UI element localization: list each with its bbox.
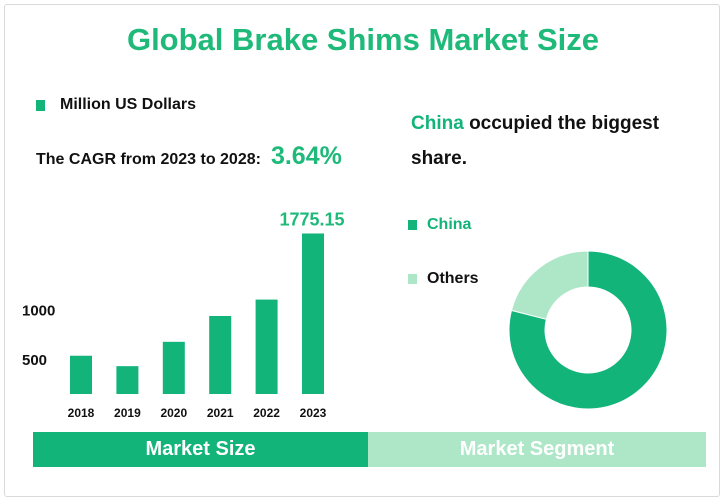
cagr-line: The CAGR from 2023 to 2028: 3.64% xyxy=(36,142,342,171)
legend-swatch xyxy=(36,99,45,111)
bar-2023 xyxy=(302,233,324,394)
unit-legend-label: Million US Dollars xyxy=(60,96,197,113)
cagr-value: 3.64% xyxy=(270,142,342,170)
x-tick-2022: 2022 xyxy=(253,406,280,420)
pie-legend-china: China xyxy=(408,216,471,234)
bar-2022 xyxy=(255,299,278,394)
unit-legend: Million US Dollars xyxy=(36,96,196,114)
pie-slice-others xyxy=(510,250,589,320)
band-market-size-label: Market Size xyxy=(145,438,256,460)
y-tick-1000: 1000 xyxy=(22,303,55,320)
segment-note: China occupied the biggest share. xyxy=(411,106,711,176)
bar-2020 xyxy=(162,341,185,394)
pie-legend-others: Others xyxy=(408,270,479,288)
bar-2019 xyxy=(116,366,139,394)
band-market-segment-label: Market Segment xyxy=(459,438,615,460)
x-tick-2023: 2023 xyxy=(300,406,327,420)
chart-title: Global Brake Shims Market Size xyxy=(126,22,600,57)
x-tick-2020: 2020 xyxy=(160,406,187,420)
bar-2018 xyxy=(70,355,92,394)
pie-legend-label-china: China xyxy=(427,216,472,233)
x-tick-2021: 2021 xyxy=(207,406,234,420)
pie-legend-swatch-others xyxy=(408,274,417,284)
pie-slice-china xyxy=(508,250,668,410)
x-tick-2018: 2018 xyxy=(68,406,95,420)
segment-note-text: occupied the biggest share. xyxy=(411,113,660,169)
data-label-2023: 1775.15 xyxy=(279,209,344,229)
pie-legend-label-others: Others xyxy=(427,270,479,287)
y-tick-500: 500 xyxy=(22,352,47,369)
segment-note-highlight: China xyxy=(411,113,464,134)
cagr-label: The CAGR from 2023 to 2028: xyxy=(36,151,261,168)
x-tick-2019: 2019 xyxy=(114,406,141,420)
pie-legend-swatch-china xyxy=(408,220,417,230)
band-market-size: Market Size xyxy=(33,432,368,467)
card-frame xyxy=(4,4,720,497)
band-market-segment: Market Segment xyxy=(368,432,706,467)
bar-2021 xyxy=(209,315,232,394)
